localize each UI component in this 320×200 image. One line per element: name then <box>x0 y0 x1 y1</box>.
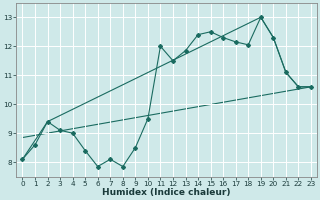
X-axis label: Humidex (Indice chaleur): Humidex (Indice chaleur) <box>102 188 231 197</box>
